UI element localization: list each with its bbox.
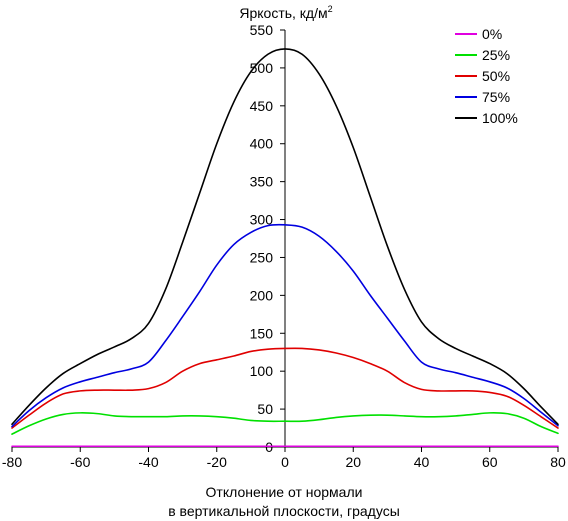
legend: 0% 25% 50% 75% 100% bbox=[455, 26, 518, 126]
x-tick-label: 60 bbox=[482, 454, 498, 470]
legend-label-25pct: 25% bbox=[482, 47, 510, 63]
y-tick-label: 150 bbox=[250, 325, 274, 341]
x-axis-title: Отклонение от нормали в вертикальной пло… bbox=[168, 484, 400, 519]
series-line-75pct bbox=[11, 223, 559, 428]
series-line-25pct bbox=[11, 412, 559, 435]
x-tick-label: 40 bbox=[414, 454, 430, 470]
x-tick-label: -20 bbox=[207, 454, 227, 470]
x-axis-label-line2: в вертикальной плоскости, градусы bbox=[168, 503, 400, 519]
y-tick-label: 50 bbox=[257, 401, 273, 417]
legend-label-0pct: 0% bbox=[482, 26, 502, 42]
y-axis-title: Яркость, кд/м2 bbox=[239, 4, 332, 21]
axes: -80 -60 -40 -20 0 20 40 60 800501001502002503003… bbox=[2, 22, 566, 470]
y-tick-label: 350 bbox=[250, 174, 274, 190]
x-tick-label: 20 bbox=[345, 454, 361, 470]
x-tick-label: -40 bbox=[138, 454, 158, 470]
x-tick-label: -60 bbox=[70, 454, 90, 470]
y-tick-label: 300 bbox=[250, 212, 274, 228]
y-axis-label-superscript: 2 bbox=[328, 4, 333, 14]
y-tick-label: 550 bbox=[250, 22, 274, 38]
legend-label-100pct: 100% bbox=[482, 110, 518, 126]
series-lines bbox=[11, 48, 559, 448]
y-tick-label: 250 bbox=[250, 249, 274, 265]
x-tick-label: 0 bbox=[281, 454, 289, 470]
y-tick-label: 400 bbox=[250, 136, 274, 152]
x-tick-label: 80 bbox=[550, 454, 566, 470]
y-axis-label-main: Яркость, кд/м bbox=[239, 5, 327, 21]
y-tick-label: 450 bbox=[250, 98, 274, 114]
legend-label-75pct: 75% bbox=[482, 89, 510, 105]
x-tick-label: -80 bbox=[2, 454, 22, 470]
legend-label-50pct: 50% bbox=[482, 68, 510, 84]
series-line-100pct bbox=[11, 48, 559, 426]
y-tick-label: 500 bbox=[250, 60, 274, 76]
y-axis-label: Яркость, кд/м2 bbox=[239, 4, 332, 21]
y-tick-label: 200 bbox=[250, 287, 274, 303]
series-line-50pct bbox=[11, 347, 559, 429]
x-axis-label-line1: Отклонение от нормали bbox=[206, 484, 363, 500]
y-tick-label: 100 bbox=[250, 363, 274, 379]
